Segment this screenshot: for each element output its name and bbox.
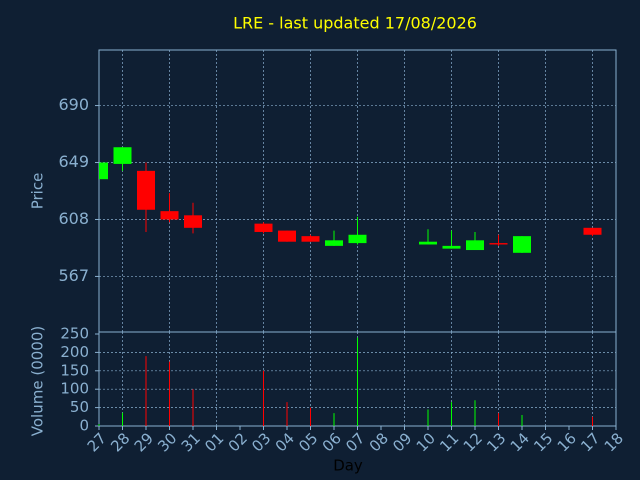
candle-body (137, 170, 155, 210)
y-tick-label: 567 (58, 266, 89, 285)
candle-body (419, 241, 437, 245)
candle-body (583, 227, 602, 235)
candle-body (513, 236, 531, 253)
y-tick-label: 0 (79, 417, 89, 435)
chart-title: LRE - last updated 17/08/2026 (233, 14, 477, 33)
candle-body (489, 243, 508, 245)
candle-body (325, 240, 343, 246)
y-tick-label: 150 (60, 361, 89, 379)
x-axis-label: Day (333, 457, 363, 475)
candle-body (184, 215, 202, 228)
candle-body (160, 211, 179, 220)
y-tick-label: 608 (58, 209, 89, 228)
candle-body (113, 147, 132, 164)
candle-body (99, 162, 108, 180)
candle-body (301, 236, 320, 242)
candles (99, 147, 602, 253)
y-axis-label: Price (29, 173, 47, 210)
candle-body (348, 234, 367, 244)
candle-body (278, 230, 296, 242)
y-tick-label: 100 (60, 380, 89, 398)
candle-body (466, 240, 484, 251)
y-tick-label: 50 (70, 398, 89, 416)
y-tick-label: 649 (58, 152, 89, 171)
y-tick-label: 690 (58, 95, 89, 114)
candle-body (442, 245, 461, 249)
y-tick-label: 250 (60, 325, 89, 343)
y-tick-label: 200 (60, 343, 89, 361)
candle-body (254, 223, 273, 232)
y-axis-label: Volume (0000) (29, 326, 47, 436)
